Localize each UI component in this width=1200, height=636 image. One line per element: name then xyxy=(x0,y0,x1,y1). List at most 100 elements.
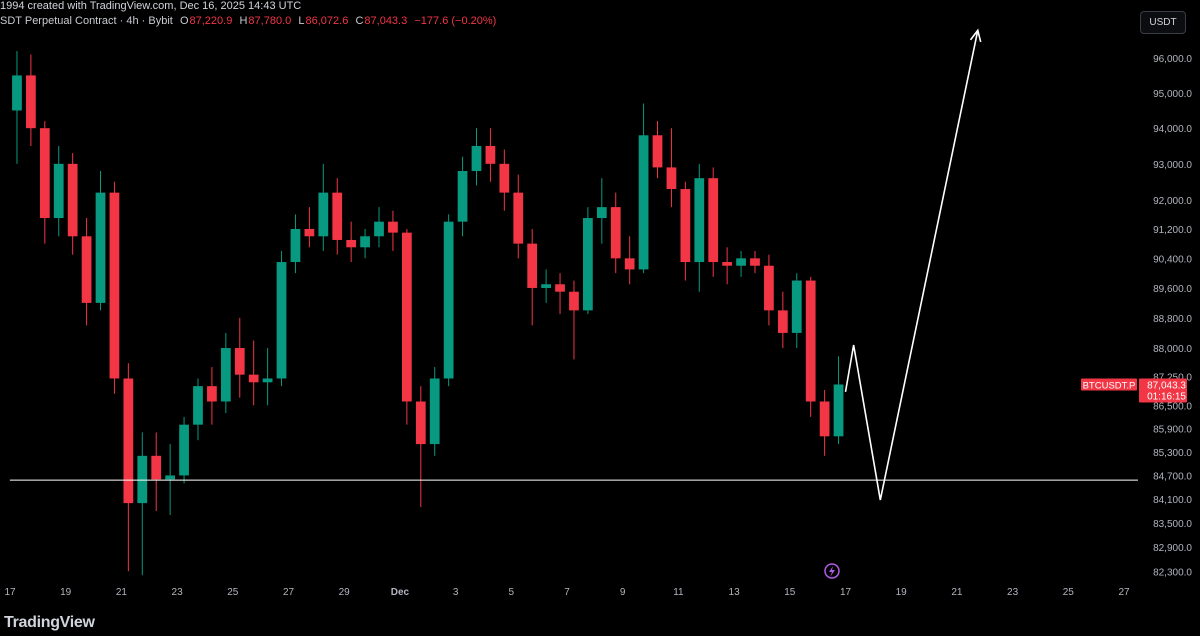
y-tick-label: 85,300.0 xyxy=(1153,448,1192,459)
candle-body xyxy=(750,258,760,266)
candle-body xyxy=(304,228,315,237)
y-tick-label: 92,000.0 xyxy=(1153,196,1192,207)
candle-body xyxy=(569,291,579,311)
y-tick-label: 88,800.0 xyxy=(1153,314,1192,325)
candle-body xyxy=(555,284,565,292)
candle-body xyxy=(53,163,64,219)
y-tick-label: 95,000.0 xyxy=(1153,89,1192,100)
candle-body xyxy=(596,207,607,219)
y-tick-label: 85,900.0 xyxy=(1153,425,1192,436)
candle-body xyxy=(95,192,106,303)
arrow-head-icon xyxy=(969,28,982,43)
candle-body xyxy=(26,75,36,129)
candle-body xyxy=(123,378,134,504)
candle-body xyxy=(527,243,538,288)
y-tick-label: 88,000.0 xyxy=(1153,344,1192,355)
x-tick-label: 25 xyxy=(227,587,239,598)
candle-body xyxy=(220,348,231,402)
candle-body xyxy=(805,280,816,402)
x-tick-label: 9 xyxy=(620,587,626,598)
candle-body xyxy=(513,192,524,244)
high-label: H xyxy=(239,15,248,27)
x-tick-label: 21 xyxy=(951,587,963,598)
candle-body xyxy=(666,167,677,190)
y-tick-label: 93,000.0 xyxy=(1153,160,1192,171)
y-tick-label: 84,700.0 xyxy=(1153,471,1192,482)
high-value: 87,780.0 xyxy=(248,15,292,27)
candle-body xyxy=(12,75,22,111)
candle-body xyxy=(193,386,203,425)
candle-body xyxy=(736,258,746,266)
y-tick-label: 87,250.0 xyxy=(1153,373,1192,384)
y-tick-label: 90,400.0 xyxy=(1153,254,1192,265)
x-tick-label: 11 xyxy=(673,587,684,598)
candle-body xyxy=(415,401,426,445)
candle-body xyxy=(777,310,788,333)
y-tick-label: 84,100.0 xyxy=(1153,495,1192,506)
candle-body xyxy=(583,218,593,311)
last-price-value: 87,043.3 xyxy=(1147,380,1186,391)
candle-body xyxy=(67,163,78,237)
price-axis xyxy=(1138,0,1200,600)
y-tick-label: 89,600.0 xyxy=(1153,284,1192,295)
candle-body xyxy=(388,221,398,233)
y-tick-label: 94,000.0 xyxy=(1153,124,1192,135)
candle-body xyxy=(276,262,287,379)
candle-body xyxy=(457,171,468,222)
x-tick-label: 23 xyxy=(1007,587,1019,598)
candle-body xyxy=(165,475,176,480)
candle-body xyxy=(764,265,774,311)
close-value: 87,043.3 xyxy=(364,15,408,27)
open-label: O xyxy=(179,15,189,27)
candle-body xyxy=(346,239,357,248)
y-tick-label: 82,300.0 xyxy=(1153,567,1192,578)
candle-body xyxy=(318,192,329,237)
candle-body xyxy=(722,262,733,266)
symbol-tag xyxy=(1081,378,1137,391)
candle-body xyxy=(401,232,412,402)
candle-body xyxy=(262,378,273,383)
candle-body xyxy=(541,284,551,288)
candle-body xyxy=(443,221,454,379)
candle-body xyxy=(499,163,510,193)
last-price-tag xyxy=(1139,378,1187,403)
lightning-icon xyxy=(829,566,835,577)
candle-body xyxy=(680,189,691,263)
symbol-description[interactable]: SDT Perpetual Contract · 4h · Bybit xyxy=(0,15,173,27)
x-tick-label: 25 xyxy=(1063,587,1075,598)
x-tick-label: 19 xyxy=(896,587,908,598)
candle-body xyxy=(610,207,621,259)
bar-countdown: 01:16:15 xyxy=(1147,391,1186,402)
tradingview-logo[interactable]: TradingView xyxy=(4,614,95,631)
y-tick-label: 86,500.0 xyxy=(1153,401,1192,412)
currency-button[interactable]: USDT xyxy=(1140,11,1186,34)
x-tick-label: 3 xyxy=(453,587,459,598)
y-tick-label: 83,500.0 xyxy=(1153,519,1192,530)
candle-body xyxy=(791,280,802,333)
x-tick-label: 19 xyxy=(60,587,72,598)
candle-body xyxy=(151,455,162,480)
candle-body xyxy=(360,236,370,248)
change-value: −177.6 (−0.20%) xyxy=(414,15,497,27)
y-tick-label: 82,900.0 xyxy=(1153,543,1192,554)
candle-body xyxy=(290,228,301,263)
candle-body xyxy=(833,384,844,437)
chart-credit: 1994 created with TradingView.com, Dec 1… xyxy=(0,0,302,12)
projection-path xyxy=(844,30,979,501)
candle-body xyxy=(332,192,343,240)
candle-body xyxy=(471,145,482,172)
x-tick-label: 15 xyxy=(784,587,796,598)
candle-body xyxy=(39,128,50,219)
open-value: 87,220.9 xyxy=(189,15,233,27)
x-tick-label: 27 xyxy=(1118,587,1130,598)
candle-body xyxy=(234,348,245,375)
candle-body xyxy=(485,145,496,164)
candle-body xyxy=(429,378,440,445)
x-tick-label: 27 xyxy=(283,587,295,598)
close-label: C xyxy=(355,15,364,27)
candle-body xyxy=(207,386,217,402)
x-tick-label: 5 xyxy=(509,587,515,598)
x-tick-label: Dec xyxy=(391,587,410,598)
symbol-tag-label: BTCUSDT.P xyxy=(1083,380,1136,391)
